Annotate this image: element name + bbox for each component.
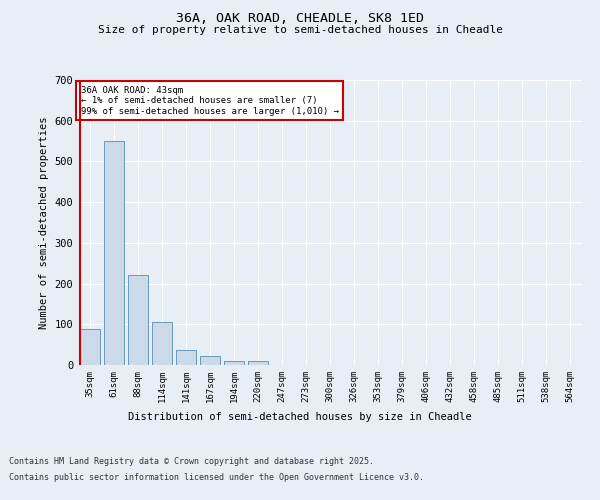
Bar — [128, 276, 148, 365]
Bar — [104, 141, 124, 365]
Text: Contains public sector information licensed under the Open Government Licence v3: Contains public sector information licen… — [9, 472, 424, 482]
Bar — [224, 361, 244, 365]
Y-axis label: Number of semi-detached properties: Number of semi-detached properties — [39, 116, 49, 329]
Bar — [80, 329, 100, 365]
Bar — [152, 322, 172, 365]
Text: Distribution of semi-detached houses by size in Cheadle: Distribution of semi-detached houses by … — [128, 412, 472, 422]
Bar — [200, 356, 220, 365]
Text: Size of property relative to semi-detached houses in Cheadle: Size of property relative to semi-detach… — [97, 25, 503, 35]
Text: 36A, OAK ROAD, CHEADLE, SK8 1ED: 36A, OAK ROAD, CHEADLE, SK8 1ED — [176, 12, 424, 26]
Bar — [248, 361, 268, 365]
Text: 36A OAK ROAD: 43sqm
← 1% of semi-detached houses are smaller (7)
99% of semi-det: 36A OAK ROAD: 43sqm ← 1% of semi-detache… — [80, 86, 338, 116]
Text: Contains HM Land Registry data © Crown copyright and database right 2025.: Contains HM Land Registry data © Crown c… — [9, 458, 374, 466]
Bar — [176, 350, 196, 365]
